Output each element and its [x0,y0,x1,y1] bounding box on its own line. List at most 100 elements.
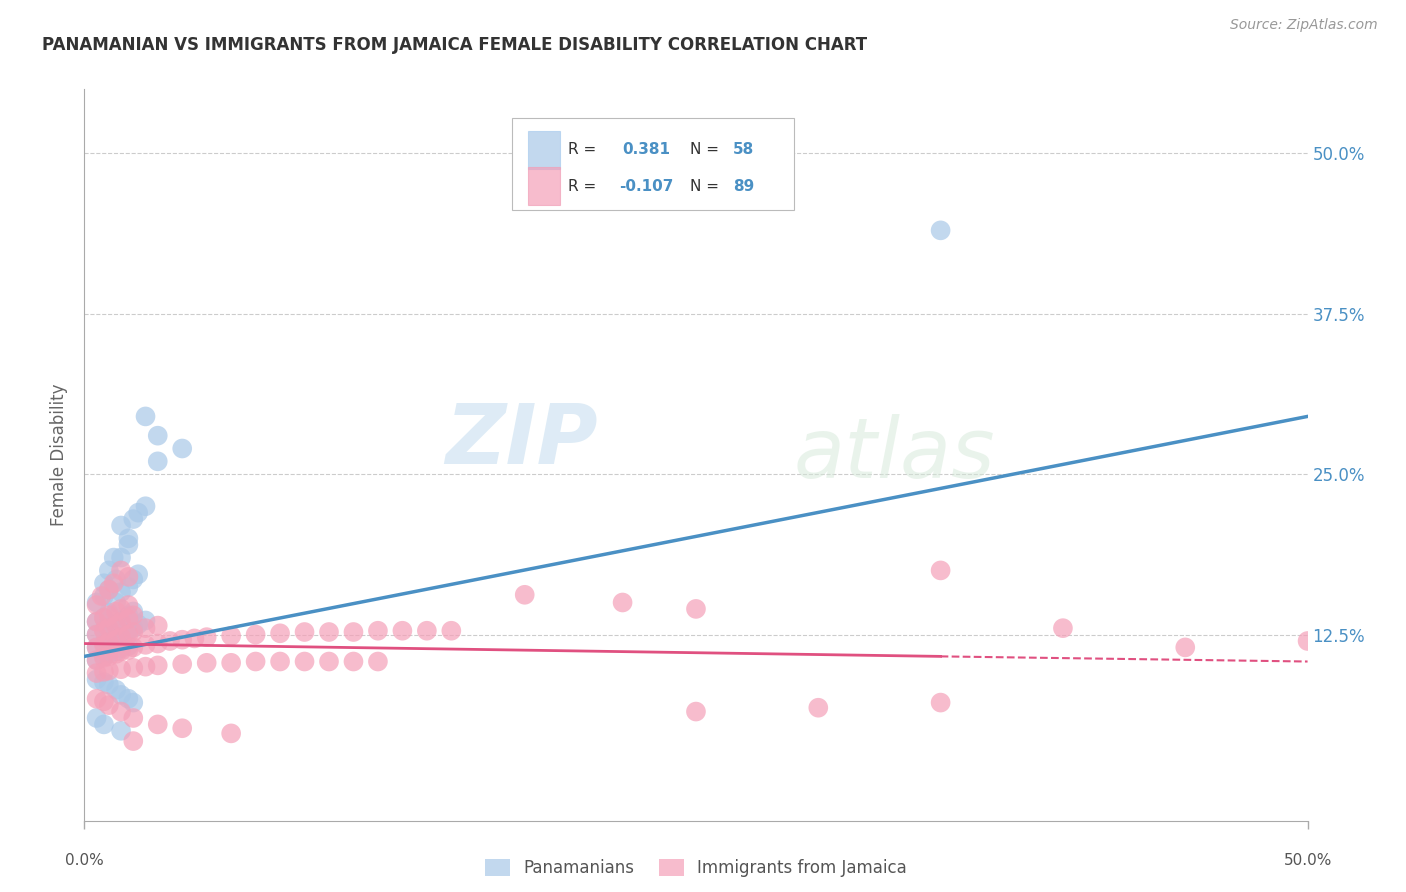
Point [97,608,120,623]
Point [97,621,120,635]
Point [269,626,291,640]
Point [97,606,120,620]
Point [146,618,169,632]
Point [135,614,157,628]
Point [122,661,145,675]
Point [86,691,108,706]
Point [110,602,132,616]
Point [93,589,115,603]
Point [172,721,194,735]
Point [117,608,139,623]
Point [269,655,291,669]
Point [172,442,194,456]
Point [342,625,364,640]
Point [122,621,145,635]
Point [146,454,169,468]
Point [93,624,115,638]
Point [97,634,120,648]
Text: N =: N = [690,143,718,157]
Point [93,675,115,690]
Point [105,595,128,609]
Point [159,634,181,648]
Point [110,705,132,719]
Point [117,580,139,594]
Point [1174,640,1197,655]
Point [97,664,120,678]
Point [122,640,145,655]
Point [513,588,536,602]
Point [110,723,132,738]
Point [122,573,145,587]
Point [93,611,115,625]
Text: atlas: atlas [794,415,995,495]
Point [122,734,145,748]
Point [86,666,108,681]
Text: 89: 89 [733,179,754,194]
Y-axis label: Female Disability: Female Disability [51,384,69,526]
Point [929,563,952,577]
Point [93,611,115,625]
Point [195,656,218,670]
Point [110,615,132,629]
Point [97,698,120,713]
Point [110,641,132,656]
Point [135,409,157,424]
Point [97,582,120,597]
Point [93,636,115,650]
Point [367,624,389,638]
Point [103,550,125,565]
Point [97,647,120,661]
Point [93,576,115,591]
Point [685,705,707,719]
Point [929,696,952,710]
Point [105,573,128,587]
Text: N =: N = [690,179,718,194]
Point [172,632,194,647]
Point [110,563,132,577]
Text: R =: R = [568,179,596,194]
Point [105,647,128,661]
Point [117,612,139,626]
Point [110,585,132,599]
Text: ZIP: ZIP [446,400,598,481]
Point [86,711,108,725]
Point [219,629,242,643]
Point [117,570,139,584]
Point [110,630,132,644]
Point [318,655,340,669]
Point [122,605,145,619]
Point [93,624,115,638]
Point [117,627,139,641]
Point [97,582,120,597]
Point [86,653,108,667]
Point [612,595,634,609]
Text: Source: ZipAtlas.com: Source: ZipAtlas.com [1230,18,1378,32]
Point [122,711,145,725]
Point [245,627,267,641]
Point [105,617,128,632]
Text: 0.381: 0.381 [623,143,671,157]
Point [93,665,115,679]
Point [146,658,169,673]
Point [685,602,707,616]
Text: 58: 58 [733,143,754,157]
Point [110,644,132,658]
FancyBboxPatch shape [529,131,560,169]
Point [97,678,120,692]
Point [135,638,157,652]
Point [110,627,132,641]
Point [219,726,242,740]
Point [146,428,169,442]
Point [86,627,108,641]
Point [1052,621,1074,635]
Point [440,624,463,638]
Point [122,608,145,623]
Point [110,518,132,533]
Point [117,532,139,546]
Point [183,632,205,646]
Point [807,700,830,714]
Point [105,630,128,644]
Point [172,657,194,671]
Text: -0.107: -0.107 [619,179,673,194]
Legend: Panamanians, Immigrants from Jamaica: Panamanians, Immigrants from Jamaica [477,851,915,886]
